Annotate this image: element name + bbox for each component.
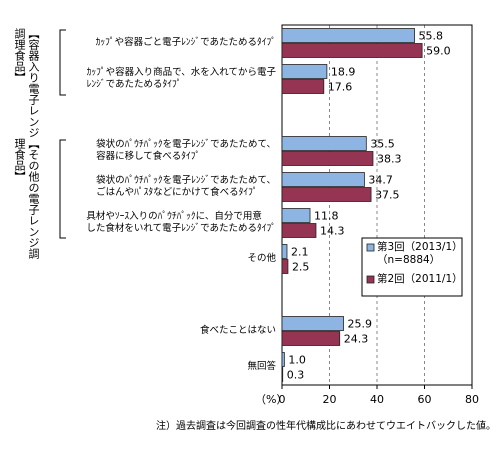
value-label: 59.0 <box>426 45 451 58</box>
y-tick-label: ｶｯﾌﾟや容器ごと電子ﾚﾝｼﾞであたためるﾀｲﾌﾟ <box>95 37 276 48</box>
bar <box>281 136 367 151</box>
x-tick-label: 0 <box>279 393 286 406</box>
y-tick-label: ｶｯﾌﾟや容器入り商品で、水を入れてから電子 ﾚﾝｼﾞであたためるﾀｲﾌﾟ <box>86 67 276 90</box>
plot-frame <box>281 24 473 386</box>
bar <box>281 79 325 94</box>
value-label: 1.0 <box>288 354 306 367</box>
bar <box>281 367 284 382</box>
note: 注）過去調査は今回調査の性年代構成比にあわせてウエイトバックした値。 <box>156 419 496 432</box>
legend-swatch <box>366 243 375 252</box>
bar <box>281 151 374 166</box>
bracket <box>59 139 66 239</box>
value-label: 2.1 <box>291 246 309 259</box>
bar <box>281 352 285 367</box>
x-axis-label: （%） <box>255 393 287 406</box>
bar <box>281 316 344 331</box>
value-label: 55.8 <box>419 30 444 43</box>
value-label: 11.8 <box>314 210 339 223</box>
bar <box>281 43 423 58</box>
value-label: 35.5 <box>370 138 395 151</box>
bar <box>281 64 328 79</box>
value-label: 18.9 <box>331 66 356 79</box>
bar <box>281 244 288 259</box>
value-label: 37.5 <box>375 189 400 202</box>
value-label: 38.3 <box>377 153 402 166</box>
x-tick-label: 40 <box>370 393 384 406</box>
bar <box>281 172 365 187</box>
x-tick-label: 20 <box>323 393 337 406</box>
bar <box>281 28 415 43</box>
legend-label: 第2回（2011/1） <box>377 273 463 285</box>
y-tick-label: 食べたことはない <box>199 325 276 336</box>
value-label: 2.5 <box>292 261 310 274</box>
legend-swatch <box>366 275 375 284</box>
value-label: 17.6 <box>328 81 353 94</box>
y-tick-label: 袋状のﾊﾟｳﾁﾊﾟｯｸを電子ﾚﾝｼﾞであたためて、 容器に移して食べるﾀｲﾌﾟ <box>96 139 276 162</box>
value-label: 0.3 <box>287 369 305 382</box>
bar <box>281 223 317 238</box>
bar <box>281 187 372 202</box>
y-tick-label: 具材やｿｰｽ入りのﾊﾟｳﾁﾊﾟｯｸに、自分で用意 した食材をいれて電子ﾚﾝｼﾞで… <box>86 211 276 234</box>
legend-box <box>361 237 463 297</box>
value-label: 14.3 <box>320 225 345 238</box>
group-label: 【その他の電子レンジ調理食品】 <box>13 138 40 259</box>
value-label: 34.7 <box>368 174 393 187</box>
y-tick-label: 袋状のﾊﾟｳﾁﾊﾟｯｸを電子ﾚﾝｼﾞであたためて、 ごはんやﾊﾟｽﾀなどにかけて… <box>96 175 276 198</box>
y-tick-label: 無回答 <box>247 361 276 372</box>
y-tick-label: その他 <box>247 253 276 264</box>
value-label: 25.9 <box>348 318 373 331</box>
x-tick-label: 60 <box>418 393 432 406</box>
bar <box>281 259 289 274</box>
x-tick-label: 80 <box>465 393 479 406</box>
value-label: 24.3 <box>344 333 369 346</box>
bracket <box>59 29 66 96</box>
group-label: 【容器入り電子レンジ調理食品】 <box>13 28 40 138</box>
bar <box>281 331 341 346</box>
bar <box>281 208 311 223</box>
legend-label: 第3回（2013/1） （n=8884） <box>377 241 463 266</box>
